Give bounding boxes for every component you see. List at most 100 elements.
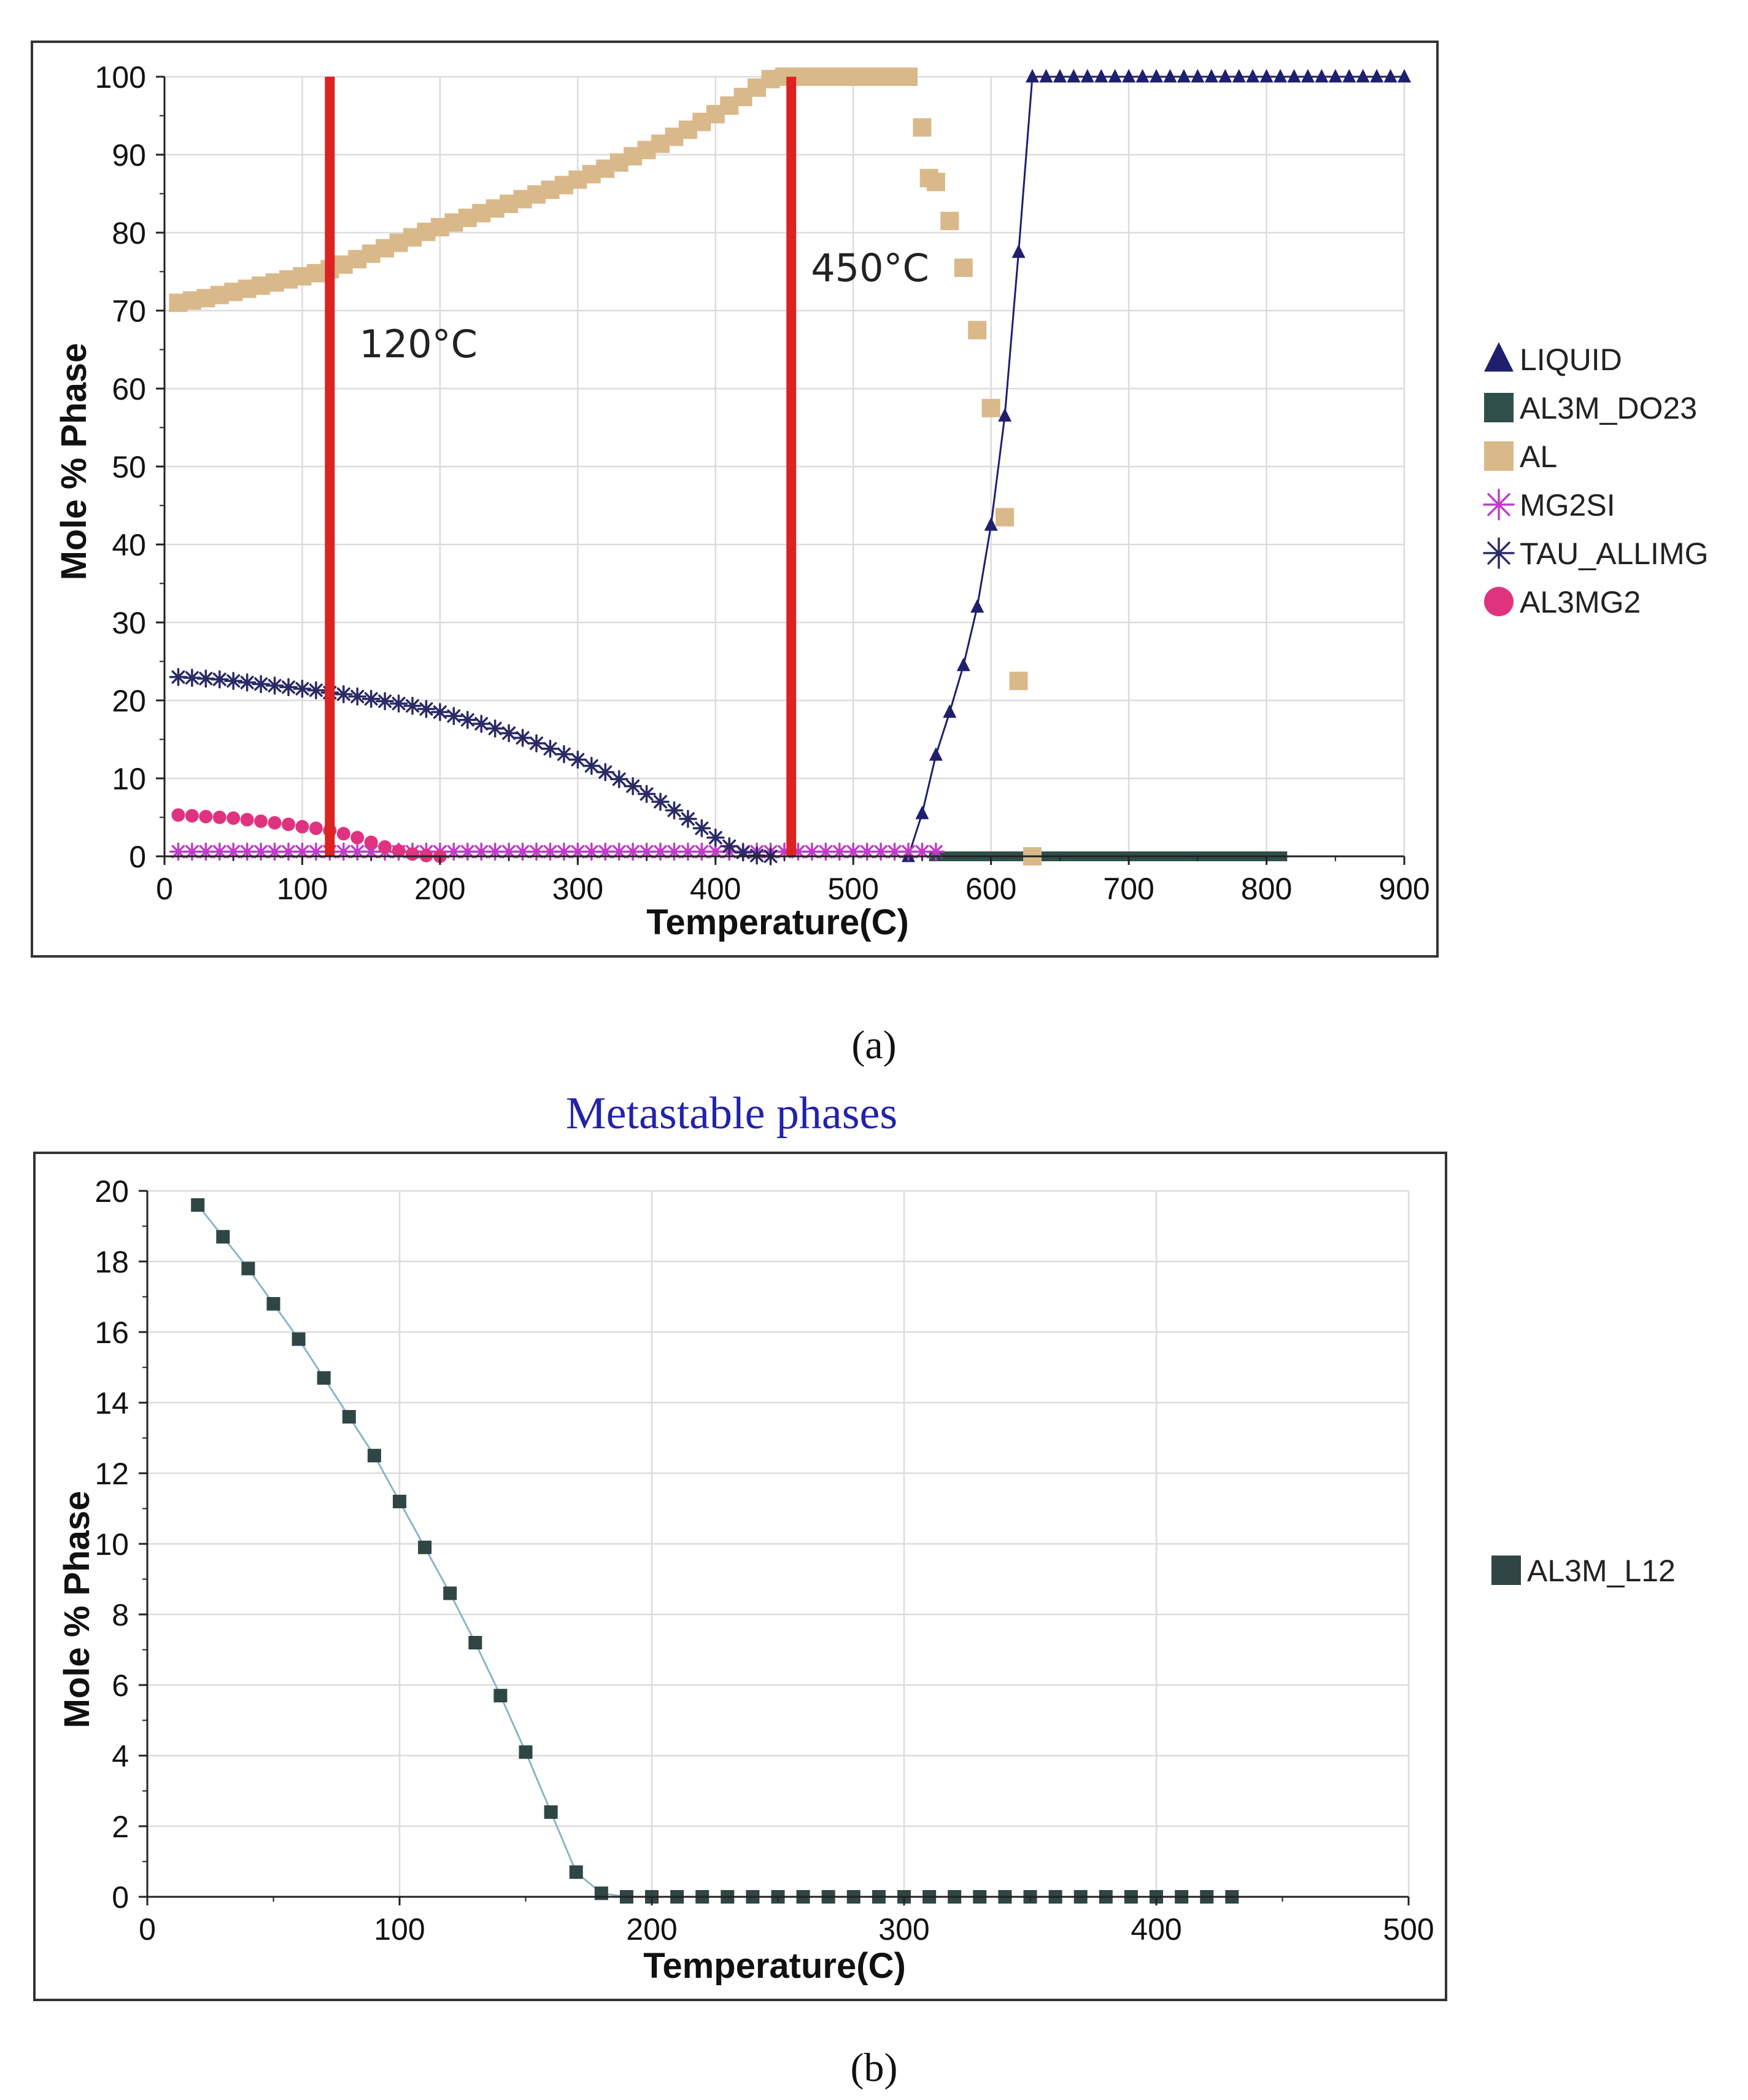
data-point-liquid [1218, 69, 1232, 83]
data-point-liquid [1067, 69, 1081, 83]
y-tick-label: 6 [112, 1668, 129, 1703]
data-point-tau-allimg [307, 681, 325, 700]
data-point-al3m-l12 [443, 1586, 457, 1600]
y-tick-label: 40 [112, 528, 146, 562]
data-point-liquid [1094, 69, 1108, 83]
y-tick-label: 80 [112, 216, 146, 250]
x-tick-label: 400 [690, 872, 741, 906]
legend-item-al3mg2: AL3MG2 [1484, 585, 1641, 619]
data-point-al [940, 211, 959, 230]
data-point-al3m-l12 [468, 1636, 482, 1649]
legend-label-tau-allimg: TAU_ALLIMG [1520, 537, 1709, 571]
data-point-tau-allimg [252, 675, 270, 694]
data-point-tau-allimg [293, 680, 312, 698]
data-point-tau-allimg [665, 801, 684, 819]
data-point-liquid [1135, 69, 1150, 83]
data-point-tau-allimg [568, 750, 587, 769]
data-point-al3mg2 [240, 813, 254, 827]
data-point-al3m-l12 [266, 1297, 280, 1311]
data-point-liquid [1232, 69, 1246, 83]
legend-item-al3m-do23: AL3M_DO23 [1484, 391, 1697, 425]
data-point-liquid [1026, 69, 1039, 83]
series-al3mg2 [171, 808, 447, 863]
data-point-liquid [1315, 69, 1329, 83]
data-point-liquid [1191, 69, 1205, 83]
caption-a: (a) [851, 1023, 896, 1067]
series-tau-allimg [169, 668, 780, 866]
data-point-tau-allimg [720, 837, 738, 856]
data-point-tau-allimg [500, 724, 518, 743]
x-tick-label: 100 [374, 1912, 425, 1947]
panel-a-frame [31, 41, 1439, 958]
legend-item-al3m-l12: AL3M_L12 [1491, 1554, 1676, 1588]
data-point-liquid [1080, 69, 1094, 83]
panel-b-legend: AL3M_L12 [1491, 1554, 1676, 1588]
panel-a-axes: 0 100 200 300 400 500 600 700 800 900 0 10 20 30 40 50 6… [95, 60, 1430, 906]
data-point-tau-allimg [651, 792, 670, 811]
data-point-tau-allimg [555, 745, 573, 764]
data-point-liquid [943, 704, 957, 718]
data-point-tau-allimg [417, 700, 436, 718]
panel-a-plot [169, 68, 1411, 866]
y-tick-label: 20 [95, 1174, 129, 1209]
x-tick-label: 200 [626, 1912, 677, 1947]
legend-label-al: AL [1520, 440, 1557, 474]
panel-b-title: Metastable phases [566, 1088, 897, 1139]
legend-label-liquid: LIQUID [1520, 343, 1622, 377]
x-tick-label: 800 [1241, 872, 1292, 906]
data-point-tau-allimg [513, 729, 532, 747]
data-point-al3mg2 [171, 808, 185, 822]
data-point-liquid [1287, 69, 1301, 83]
y-tick-label: 100 [95, 60, 146, 95]
y-tick-label: 12 [95, 1457, 129, 1491]
data-point-tau-allimg [609, 770, 628, 789]
data-point-al [1009, 672, 1028, 691]
data-point-liquid [956, 657, 970, 672]
legend-item-liquid: LIQUID [1484, 342, 1622, 377]
data-point-al3mg2 [282, 817, 295, 831]
data-point-al3mg2 [309, 821, 323, 835]
data-point-tau-allimg [624, 777, 642, 796]
data-point-liquid [1398, 69, 1411, 83]
data-point-tau-allimg [362, 689, 381, 708]
legend-label-al3mg2: AL3MG2 [1520, 585, 1641, 619]
x-tick-label: 300 [552, 872, 603, 906]
y-tick-label: 10 [95, 1527, 129, 1562]
data-point-al3mg2 [406, 847, 419, 861]
y-tick-label: 10 [112, 762, 146, 796]
data-point-tau-allimg [458, 711, 477, 729]
panel-b-axes: 0 100 200 300 400 500 0 2 4 6 8 10 12 14 16 18 20 [95, 1174, 1434, 1947]
temperature-marker-label: 450°C [811, 246, 929, 290]
data-point-tau-allimg [541, 739, 560, 758]
data-point-al [899, 68, 918, 86]
data-point-al3m-l12 [241, 1261, 255, 1276]
data-point-al3m-l12 [191, 1198, 205, 1212]
data-point-tau-allimg [444, 707, 463, 726]
data-point-liquid [915, 805, 929, 819]
panel-b-grid [146, 1190, 1410, 1898]
panel-b-y-axis-label: Mole % Phase [57, 1491, 97, 1729]
legend-symbol-tau-allimg [1483, 537, 1515, 569]
data-point-al3mg2 [350, 831, 365, 845]
data-point-tau-allimg [389, 694, 408, 713]
data-point-liquid [1259, 69, 1274, 83]
legend-label-mg2si: MG2SI [1520, 488, 1615, 522]
legend-symbol-al3m-do23 [1484, 393, 1514, 422]
data-point-tau-allimg [692, 819, 711, 838]
x-tick-label: 600 [965, 872, 1016, 906]
data-point-al3mg2 [226, 811, 241, 825]
data-point-tau-allimg [485, 719, 505, 738]
data-point-liquid [1150, 69, 1163, 83]
data-point-al3mg2 [295, 819, 309, 834]
legend-symbol-liquid [1484, 342, 1514, 372]
legend-symbol-mg2si [1483, 489, 1515, 521]
y-tick-label: 8 [112, 1598, 129, 1632]
y-tick-label: 60 [112, 372, 146, 406]
data-point-liquid [984, 517, 998, 531]
panel-b-frame [33, 1152, 1447, 2001]
y-tick-label: 16 [95, 1315, 129, 1350]
data-point-al3mg2 [268, 816, 282, 830]
data-point-liquid [1246, 69, 1260, 83]
data-point-al3m-l12 [342, 1410, 356, 1424]
